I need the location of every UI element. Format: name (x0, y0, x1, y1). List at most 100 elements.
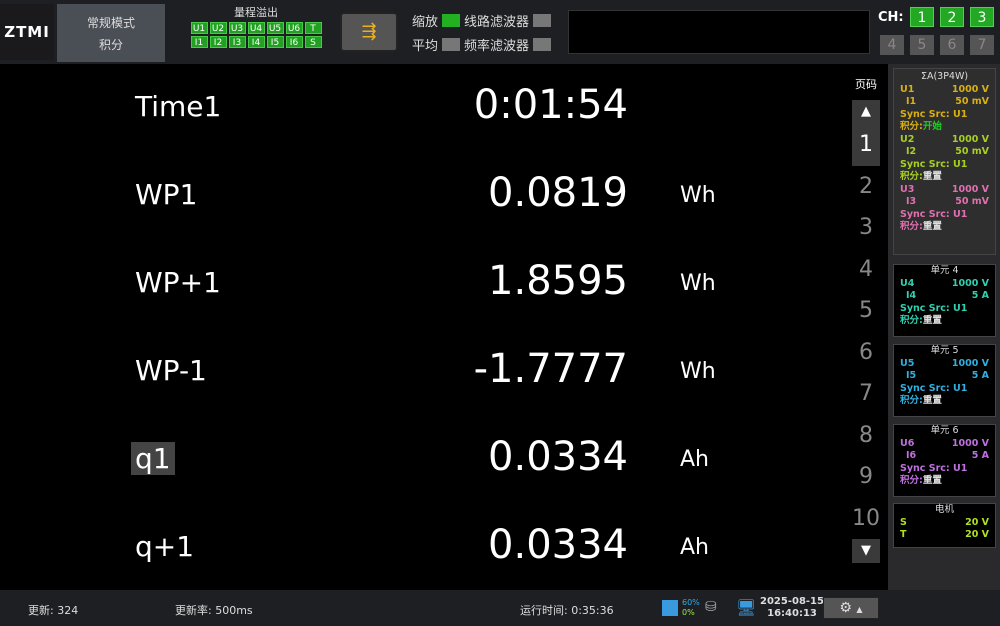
measure-label[interactable]: WP1 (135, 178, 198, 211)
channel-button-3[interactable]: 3 (970, 7, 994, 27)
page-up-button[interactable]: ▲ (852, 100, 880, 124)
voltage-range: U3 1000 V (900, 184, 989, 197)
range-chip-U6: U6 (285, 22, 303, 34)
element-title: 单元 6 (930, 425, 959, 436)
measure-label[interactable]: WP+1 (135, 266, 221, 299)
measure-label[interactable]: Time1 (135, 90, 222, 123)
scale-label: 缩放 (412, 14, 439, 30)
range-chip-S: S (304, 36, 322, 48)
page-3[interactable]: 3 (859, 215, 873, 240)
channel-button-7[interactable]: 7 (970, 35, 994, 55)
channel-button-5[interactable]: 5 (910, 35, 934, 55)
integration-label: 积分: (900, 315, 923, 326)
current-value: 5 A (971, 450, 989, 461)
current-label: I6 (906, 450, 917, 461)
line-filter-toggle[interactable] (533, 13, 552, 27)
voltage-range: U5 1000 V (900, 358, 989, 371)
element-5[interactable]: 单元 5 U5 1000 V I5 5 A Sync Src: U1 积分:重置 (893, 344, 996, 417)
channel-button-4[interactable]: 4 (880, 35, 904, 55)
integration-state: 积分:重置 (900, 395, 989, 408)
sync-source: Sync Src: U1 (900, 208, 968, 220)
integration-state: 积分:重置 (900, 475, 989, 488)
range-chip-I5: I5 (266, 36, 284, 48)
settings-panel: ΣA(3P4W) U1 1000 V I1 50 mV Sync Src: U1 积分:开始… (888, 64, 1000, 590)
settings-button[interactable]: ⚙ ▲ (823, 597, 879, 619)
cpu-usage: 60% (682, 598, 700, 607)
mem-usage: 0% (682, 608, 695, 617)
voltage-range: U1 1000 V (900, 84, 989, 97)
integration-label: 积分: (900, 475, 923, 486)
page-5[interactable]: 5 (859, 298, 873, 323)
measure-label[interactable]: q+1 (135, 530, 195, 563)
integration-state: 积分:重置 (900, 315, 989, 328)
pager: 页码 ▲ 1 2 3 4 5 6 7 8 9 10 ▼ (852, 78, 880, 563)
range-chip-I1: I1 (190, 36, 208, 48)
integration-state: 积分:重置 (900, 171, 989, 184)
page-8[interactable]: 8 (859, 422, 873, 448)
mode-button[interactable]: 常规模式 积分 (57, 4, 165, 62)
motor-element[interactable]: 电机 S 20 V T 20 V (893, 503, 996, 548)
freq-filter-toggle[interactable] (533, 37, 552, 51)
voltage-label: U5 (900, 357, 915, 369)
measure-label[interactable]: WP-1 (135, 354, 207, 387)
logo: ZTMI (0, 4, 54, 60)
integration-label: 积分: (900, 121, 923, 132)
range-chip-U1: U1 (190, 22, 208, 34)
measure-unit: Wh (680, 359, 716, 384)
page-1[interactable]: 1 (852, 124, 880, 166)
measure-value: -1.7777 (473, 346, 628, 392)
channel-button-6[interactable]: 6 (940, 35, 964, 55)
date: 2025-08-15 (760, 596, 824, 607)
measure-value: 0.0334 (488, 522, 628, 568)
range-chip-U2: U2 (209, 22, 227, 34)
integration-value: 重置 (922, 315, 942, 326)
element-4[interactable]: 单元 4 U4 1000 V I4 5 A Sync Src: U1 积分:重置 (893, 264, 996, 337)
range-chip-I6: I6 (285, 36, 303, 48)
element-title: 电机 (934, 504, 954, 515)
current-range: I1 50 mV (900, 96, 989, 109)
filter-icon-button[interactable]: ⇶ (340, 12, 398, 52)
current-range: I3 50 mV (900, 196, 989, 209)
integration-value: 重置 (922, 221, 942, 232)
integration-label: 积分: (900, 221, 923, 232)
voltage-value: 1000 V (951, 437, 989, 449)
page-2[interactable]: 2 (859, 173, 873, 199)
range-chip-U5: U5 (266, 22, 284, 34)
current-range: I2 50 mV (900, 146, 989, 159)
line-filter-label: 线路滤波器 (464, 14, 530, 30)
range-chip-I4: I4 (247, 36, 265, 48)
element-title: 单元 4 (930, 265, 959, 276)
mode-label: 常规模式 (86, 16, 135, 30)
element-6[interactable]: 单元 6 U6 1000 V I6 5 A Sync Src: U1 积分:重置 (893, 424, 996, 497)
average-toggle[interactable] (442, 37, 461, 51)
measure-label[interactable]: q1 (131, 442, 175, 475)
element-title: ΣA(3P4W) (920, 71, 969, 82)
gear-icon: ⚙ (839, 600, 852, 616)
message-display (568, 10, 870, 54)
element-sigma-a[interactable]: ΣA(3P4W) U1 1000 V I1 50 mV Sync Src: U1 积分:开始… (893, 68, 996, 255)
range-chip-U3: U3 (228, 22, 246, 34)
channel-button-2[interactable]: 2 (940, 7, 964, 27)
measure-unit: Wh (680, 183, 716, 208)
usage: 60% 0% (682, 598, 700, 618)
sync-source: Sync Src: U1 (900, 158, 968, 170)
page-down-button[interactable]: ▼ (852, 539, 880, 563)
voltage-label: U3 (900, 183, 915, 195)
page-7[interactable]: 7 (859, 381, 873, 406)
channel-button-1[interactable]: 1 (910, 7, 934, 27)
page-6[interactable]: 6 (859, 339, 873, 365)
page-10[interactable]: 10 (852, 505, 880, 531)
page-9[interactable]: 9 (859, 464, 873, 489)
integration-state: 积分:开始 (900, 121, 989, 134)
page-4[interactable]: 4 (859, 256, 873, 282)
scale-toggle[interactable] (442, 13, 461, 27)
update-rate[interactable]: 更新率: 500ms (175, 604, 253, 617)
network-icon: 🖥 (736, 598, 757, 617)
voltage-range: U2 1000 V (900, 134, 989, 147)
voltage-value: 1000 V (951, 133, 989, 145)
current-range: I6 5 A (900, 450, 989, 463)
range-chip-U4: U4 (247, 22, 265, 34)
range-overflow: 量程溢出 U1 U2 U3 U4 U5 U6 T I1 I2 I3 I4 I5 I6 S (183, 4, 329, 62)
range-chip-I2: I2 (209, 36, 227, 48)
average-label: 平均 (412, 38, 439, 54)
